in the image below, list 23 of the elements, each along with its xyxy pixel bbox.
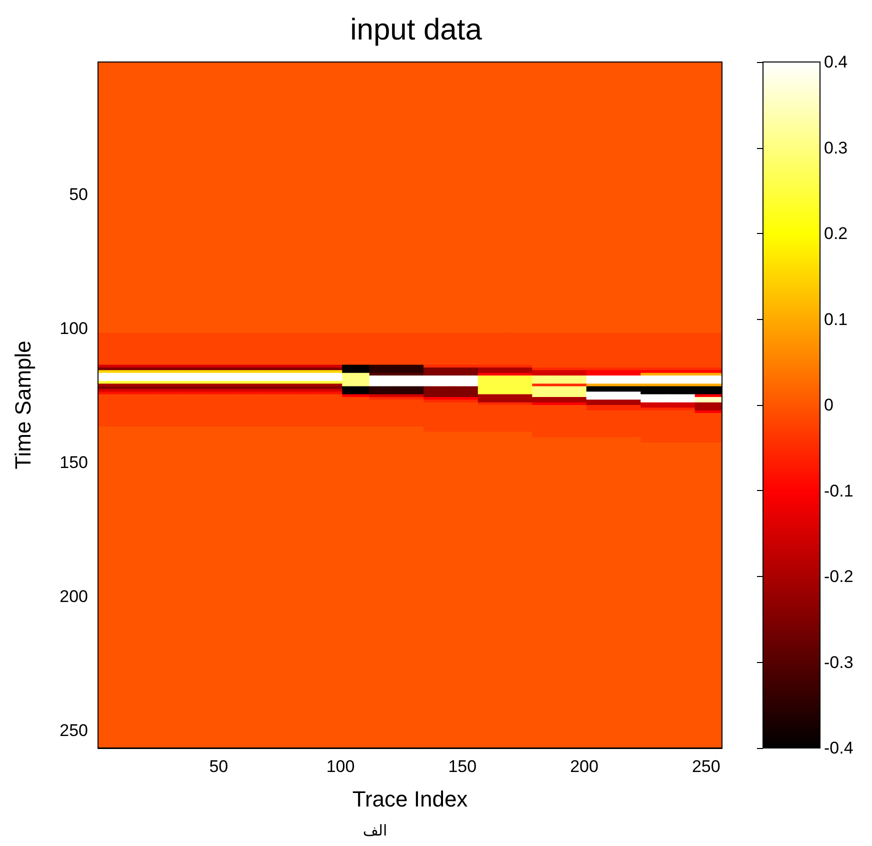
y-tick-label: 50 <box>69 185 88 204</box>
x-tick-label: 100 <box>326 757 355 776</box>
y-tick-label: 100 <box>60 319 88 338</box>
color-bar-label: 0 <box>824 396 834 414</box>
color-bar-label: -0.1 <box>824 481 854 500</box>
x-axis-title: Trace Index <box>352 786 468 812</box>
x-tick-label: 150 <box>448 757 477 776</box>
color-bar-label: 0.2 <box>824 224 848 243</box>
x-tick-label: 50 <box>209 757 228 776</box>
y-tick-label: 250 <box>60 721 88 740</box>
y-tick-label: 200 <box>60 587 88 606</box>
chart-title: input data <box>350 14 482 46</box>
color-bar-label: -0.3 <box>824 652 854 672</box>
color-bar-label: -0.4 <box>824 738 854 758</box>
text: الف <box>362 822 388 840</box>
x-tick-label: 250 <box>692 757 720 776</box>
y-tick-label: 150 <box>60 453 88 472</box>
y-axis-title: Time Sample <box>10 340 36 470</box>
x-tick-label: 200 <box>570 757 598 776</box>
color-bar-label: 0.1 <box>824 310 848 329</box>
color-bar-label: -0.2 <box>824 567 854 586</box>
color-bar-label: 0.4 <box>824 52 848 72</box>
color-bar-label: 0.3 <box>824 138 848 158</box>
